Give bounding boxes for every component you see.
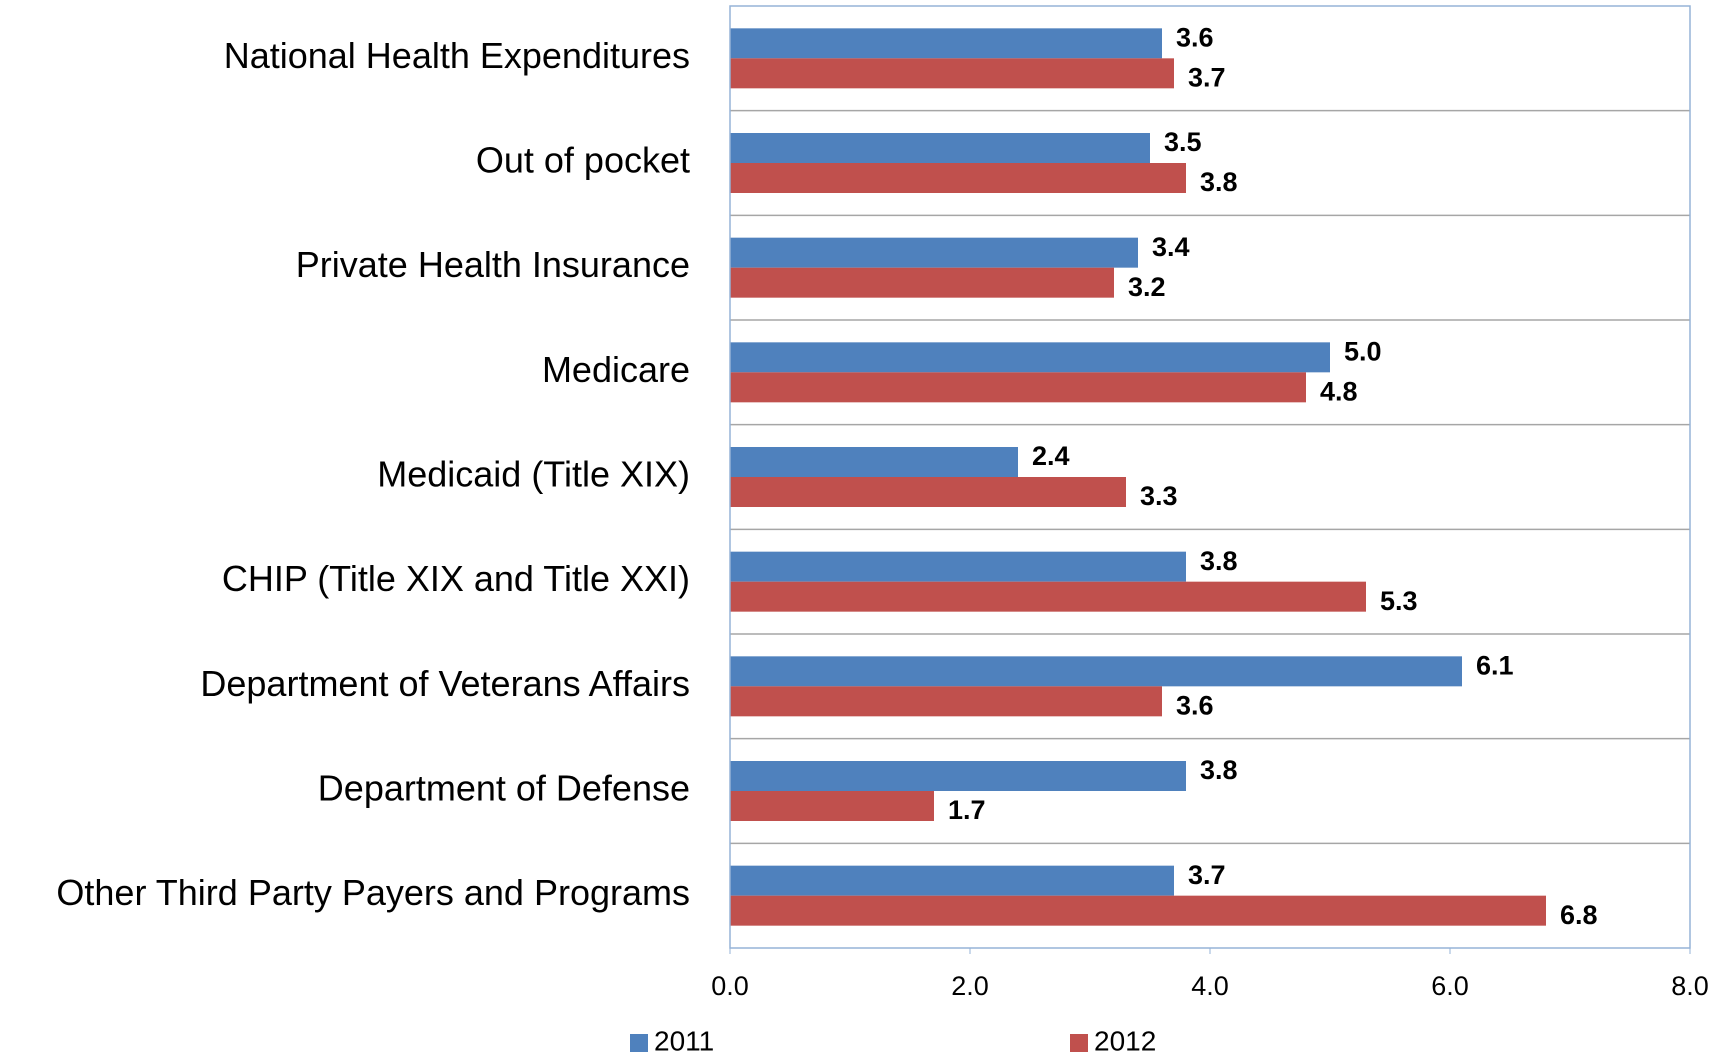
bar [730,656,1462,687]
data-label: 3.7 [1188,860,1226,890]
bar [730,686,1162,717]
bar [730,133,1150,163]
data-label: 6.1 [1476,650,1514,680]
bar [730,895,1546,926]
legend-swatch [1070,1034,1088,1052]
data-label: 3.8 [1200,755,1238,785]
bar [730,372,1306,403]
bar [730,761,1186,791]
bar [730,28,1162,59]
data-label: 3.4 [1152,232,1190,262]
x-tick-label: 4.0 [1191,971,1229,1001]
data-label: 3.6 [1176,22,1214,52]
data-label: 3.8 [1200,167,1238,197]
x-tick-label: 6.0 [1431,971,1469,1001]
data-label: 3.6 [1176,690,1214,720]
bar [730,237,1138,268]
data-label: 3.2 [1128,272,1166,302]
y-tick-label: Department of Defense [318,768,690,809]
data-label: 4.8 [1320,376,1358,406]
bar [730,551,1186,582]
bar [730,58,1174,89]
y-tick-label: Other Third Party Payers and Programs [56,872,690,913]
y-tick-label: Department of Veterans Affairs [200,663,690,704]
data-label: 3.8 [1200,546,1238,576]
bar [730,267,1114,298]
legend-label: 2011 [654,1025,714,1053]
bar [730,447,1018,477]
y-tick-label: Medicaid (Title XIX) [377,454,690,495]
data-label: 6.8 [1560,900,1598,930]
x-tick-label: 2.0 [951,971,989,1001]
data-label: 2.4 [1032,441,1070,471]
bar [730,581,1366,612]
y-tick-label: Medicare [542,349,690,390]
bar [730,342,1330,373]
bar [730,791,934,821]
y-tick-label: Out of pocket [476,140,690,181]
legend-swatch [630,1034,648,1052]
bar [730,163,1186,193]
bar [730,865,1174,896]
legend-label: 2012 [1094,1025,1156,1053]
data-label: 1.7 [948,795,986,825]
data-label: 5.0 [1344,336,1382,366]
data-label: 5.3 [1380,586,1418,616]
x-tick-label: 0.0 [711,971,749,1001]
y-tick-label: Private Health Insurance [296,244,690,285]
data-label: 3.7 [1188,62,1226,92]
bar [730,477,1126,507]
y-tick-label: CHIP (Title XIX and Title XXI) [222,558,690,599]
data-label: 3.3 [1140,481,1178,511]
y-tick-label: National Health Expenditures [224,35,690,76]
data-label: 3.5 [1164,127,1202,157]
x-tick-label: 8.0 [1671,971,1709,1001]
